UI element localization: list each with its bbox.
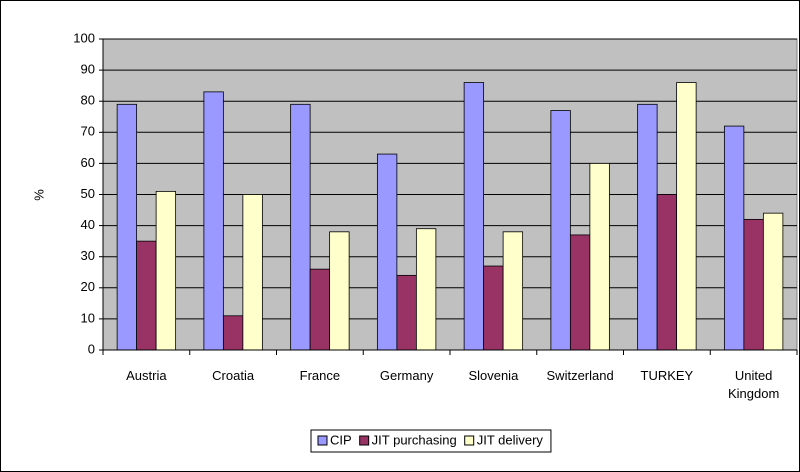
bar [222,315,244,351]
x-tick-label: Germany [379,368,434,383]
bar [415,228,437,351]
bar [723,125,745,351]
y-axis-label: % [31,189,46,201]
y-tick-label: 80 [81,93,95,108]
x-tick-label: Croatia [212,368,255,383]
bar [569,234,591,351]
y-tick-label: 10 [81,310,95,325]
bar [463,82,485,351]
y-tick-label: 90 [81,62,95,77]
legend-label: JIT delivery [477,432,544,447]
x-tick-label: France [299,368,341,383]
legend-swatch [359,435,370,446]
bar [329,231,350,351]
legend-box [310,429,552,453]
bar [676,82,697,351]
bar [483,265,504,351]
bar [637,103,658,351]
bar [309,268,331,351]
bar [762,212,784,351]
y-tick-label: 100 [73,30,95,45]
y-tick-label: 30 [81,248,95,263]
bar [290,103,311,351]
legend-label: CIP [330,432,352,447]
x-tick-label: Slovenia [468,368,519,383]
legend-swatch [464,435,475,446]
x-tick-label: TURKEY [640,368,694,383]
bar [502,231,524,351]
bar [376,153,398,351]
y-tick-label: 40 [81,217,95,232]
x-tick-label: Switzerland [546,368,614,383]
bar [743,218,764,351]
bar [550,110,571,351]
legend-swatch [317,435,328,446]
y-tick-label: 50 [81,186,95,201]
bar [136,240,157,351]
bar [396,274,417,351]
x-tick-label: Austria [126,368,167,383]
y-tick-label: 70 [81,124,95,139]
legend-label: JIT purchasing [372,432,457,447]
x-tick-label: United Kingdom [727,368,780,401]
y-tick-label: 20 [81,279,95,294]
bar [203,91,224,351]
bar [155,190,177,351]
bar [656,194,678,351]
y-tick-label: 0 [88,341,95,356]
y-tick-label: 60 [81,155,95,170]
bar [242,194,263,351]
bar [116,103,138,351]
bar [589,162,610,351]
